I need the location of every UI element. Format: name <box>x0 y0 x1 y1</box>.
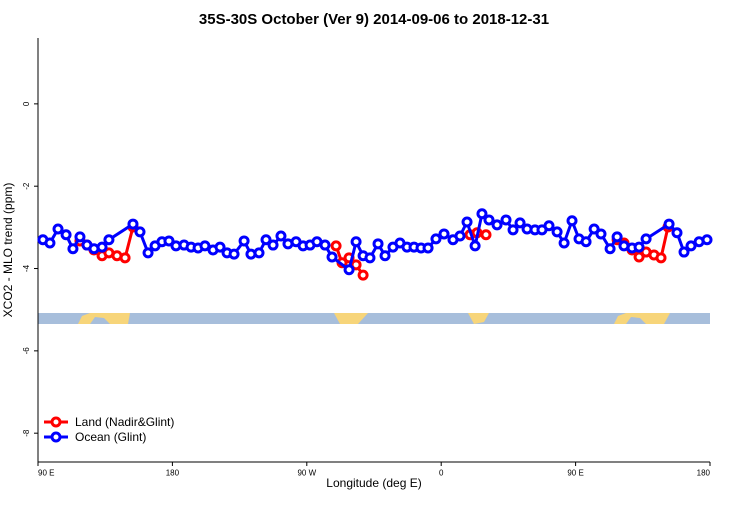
data-point <box>96 241 108 253</box>
data-point <box>134 226 146 238</box>
data-point <box>103 234 115 246</box>
land-patch <box>468 313 489 324</box>
data-point <box>595 228 607 240</box>
data-point <box>551 226 563 238</box>
data-point <box>350 259 362 271</box>
data-point <box>163 235 175 247</box>
data-point <box>500 214 512 226</box>
data-point <box>663 218 675 230</box>
y-tick-label: -2 <box>22 182 31 190</box>
land-patch <box>334 313 368 324</box>
data-point <box>214 241 226 253</box>
data-point <box>379 250 391 262</box>
data-point <box>633 251 645 263</box>
data-point <box>357 269 369 281</box>
x-tick-label: 90 E <box>38 469 54 478</box>
data-point <box>655 252 667 264</box>
x-tick-label: 180 <box>697 469 711 478</box>
data-point <box>480 229 492 241</box>
land-ocean-strip <box>38 313 710 324</box>
data-point <box>253 247 265 259</box>
data-point <box>438 228 450 240</box>
data-point <box>469 240 481 252</box>
data-point <box>491 219 503 231</box>
legend-marker <box>50 431 62 443</box>
data-point <box>74 231 86 243</box>
data-point <box>588 223 600 235</box>
data-point <box>127 218 139 230</box>
y-tick-label: -4 <box>22 264 31 272</box>
data-point <box>430 233 442 245</box>
data-point <box>67 243 79 255</box>
ocean-patch <box>626 317 646 324</box>
data-point <box>558 237 570 249</box>
legend-marker <box>50 416 62 428</box>
chart-title: 35S-30S October (Ver 9) 2014-09-06 to 20… <box>199 11 549 28</box>
data-point <box>580 236 592 248</box>
data-point <box>611 231 623 243</box>
data-point <box>267 239 279 251</box>
legend-label: Land (Nadir&Glint) <box>75 415 174 429</box>
data-point <box>685 240 697 252</box>
data-point <box>701 234 713 246</box>
y-tick-label: -6 <box>22 347 31 355</box>
data-point <box>476 208 488 220</box>
data-point <box>199 240 211 252</box>
data-point <box>633 241 645 253</box>
x-tick-label: 0 <box>439 469 444 478</box>
legend-label: Ocean (Glint) <box>75 430 146 444</box>
data-point <box>566 215 578 227</box>
x-tick-label: 180 <box>166 469 180 478</box>
data-point <box>514 217 526 229</box>
y-tick-label: 0 <box>22 101 31 106</box>
data-point <box>678 246 690 258</box>
data-point <box>364 252 376 264</box>
data-point <box>543 220 555 232</box>
x-axis-label: Longitude (deg E) <box>326 476 421 490</box>
data-point <box>671 227 683 239</box>
data-point <box>44 237 56 249</box>
data-point <box>640 233 652 245</box>
data-point <box>343 264 355 276</box>
data-point <box>422 242 434 254</box>
data-point <box>461 216 473 228</box>
data-point <box>260 234 272 246</box>
data-point <box>228 248 240 260</box>
x-tick-label: 90 W <box>297 469 316 478</box>
data-point <box>119 252 131 264</box>
x-tick-label: 90 E <box>567 469 583 478</box>
data-point <box>52 223 64 235</box>
data-point <box>483 214 495 226</box>
ocean-patch <box>90 317 110 324</box>
data-point <box>319 239 331 251</box>
data-point <box>604 243 616 255</box>
y-axis-label: XCO2 - MLO trend (ppm) <box>1 183 15 318</box>
data-point <box>454 230 466 242</box>
data-point <box>372 238 384 250</box>
data-point <box>350 236 362 248</box>
data-point <box>275 230 287 242</box>
data-point <box>142 247 154 259</box>
data-point <box>326 251 338 263</box>
data-point <box>507 224 519 236</box>
data-point <box>330 240 342 252</box>
y-tick-label: -8 <box>22 429 31 437</box>
data-point <box>60 229 72 241</box>
data-point <box>238 235 250 247</box>
ocean-strip <box>38 313 710 324</box>
